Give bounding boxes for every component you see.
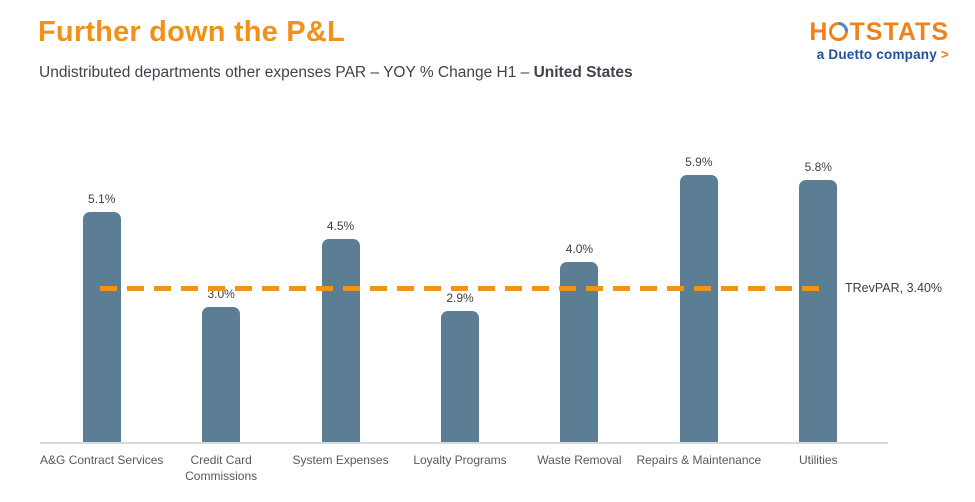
bar-value-label: 5.9% <box>685 155 713 169</box>
bar-slot: 5.9% <box>639 130 758 443</box>
x-axis-label: Loyalty Programs <box>413 453 507 467</box>
bar-slot: 5.8% <box>759 130 878 443</box>
hotstats-logo: H TSTATS a Duetto company > <box>809 17 949 62</box>
x-axis-label: Waste Removal <box>537 453 622 467</box>
bar-value-label: 4.5% <box>326 219 355 233</box>
bar-slot: 4.0% <box>520 130 639 443</box>
bar-value-label: 5.8% <box>804 160 832 174</box>
x-axis-line <box>40 442 888 444</box>
trevpar-reference-line <box>100 286 821 291</box>
logo-word-start: H <box>809 18 829 46</box>
bar-value-label: 4.0% <box>565 242 594 256</box>
bar-3 <box>321 239 360 443</box>
logo-tagline-text: a Duetto company <box>816 47 937 62</box>
bar-value-label: 5.1% <box>88 192 116 206</box>
subtitle-region: United States <box>533 64 633 81</box>
x-axis-labels: A&G Contract Services Credit Card Commiss… <box>40 452 878 492</box>
bar-1 <box>82 212 121 443</box>
logo-wordmark: H TSTATS <box>809 17 949 46</box>
logo-o-icon <box>825 17 852 45</box>
x-axis-label: Repairs & Maintenance <box>636 453 762 467</box>
logo-word-end: TSTATS <box>849 18 949 46</box>
bar-slot: 5.1% <box>42 130 161 443</box>
bar-6 <box>679 175 718 443</box>
x-axis-label: System Expenses <box>292 453 389 467</box>
chart-subtitle: Undistributed departments other expenses… <box>39 64 633 82</box>
x-axis-label: Credit Card Commissions <box>185 453 258 484</box>
x-axis-label: A&G Contract Services <box>40 453 164 467</box>
trevpar-reference-label: TRevPAR, 3.40% <box>845 281 943 295</box>
bar-slot: 4.5% <box>281 130 400 443</box>
bar-value-label: 2.9% <box>446 291 474 305</box>
logo-o-arc-icon <box>825 17 852 45</box>
page-title: Further down the P&L <box>38 16 345 48</box>
chevron-right-icon: > <box>940 47 949 62</box>
bar-slot: 2.9% <box>400 130 519 443</box>
bar-7 <box>799 180 838 443</box>
plot-area: 5.1% 3.0% 4.5% 2.9% 4.0% 5.9% 5.8% <box>42 130 878 443</box>
bar-2 <box>202 307 241 443</box>
bar-5 <box>560 262 599 443</box>
logo-tagline: a Duetto company > <box>809 47 949 62</box>
x-axis-label: Utilities <box>798 453 838 467</box>
bar-4 <box>440 311 479 443</box>
subtitle-text: Undistributed departments other expenses… <box>39 64 534 81</box>
